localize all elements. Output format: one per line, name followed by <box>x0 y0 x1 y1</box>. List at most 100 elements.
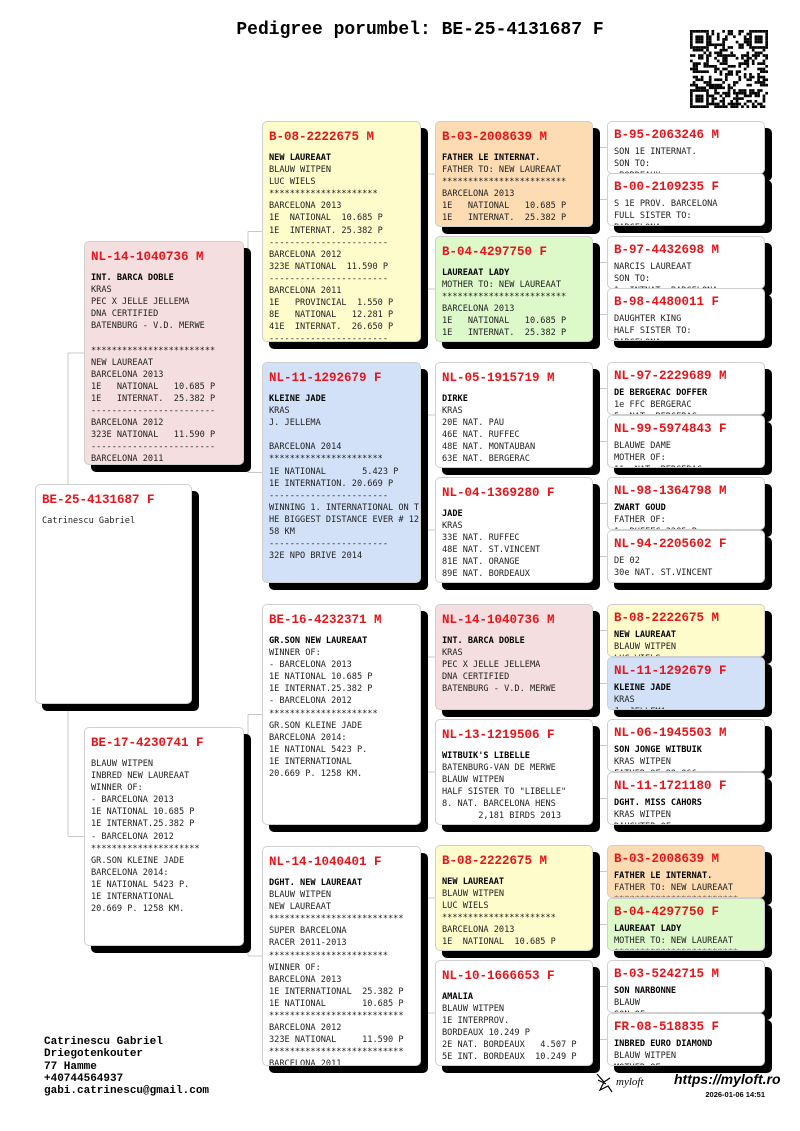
pigeon-info-line: BARCELONA 2012 <box>269 1023 342 1034</box>
pigeon-info-line: 323E NATIONAL 11.590 P <box>91 430 216 441</box>
pigeon-card[interactable]: NL-10-1666653 F AMALIA BLAUW WITPEN 1E INTE… <box>435 960 593 1066</box>
pigeon-info-line: 30e NAT. ST.VINCENT <box>614 568 713 579</box>
owner-city: 77 Hamme <box>44 1060 97 1073</box>
pigeon-card[interactable]: B-00-2109235 F S 1E PROV. BARCELONA FULL S… <box>607 173 765 226</box>
pigeon-card[interactable]: NL-13-1219506 F WITBUIK'S LIBELLE BATENBUR… <box>435 719 593 825</box>
pigeon-card[interactable]: B-08-2222675 M NEW LAUREAAT BLAUW WITPENLU… <box>607 604 765 657</box>
pigeon-info-line <box>269 429 420 441</box>
pigeon-info-line: LUC WIELS <box>442 901 489 912</box>
pigeon-card[interactable]: BE-17-4230741 F BLAUW WITPEN INBRED NEW LA… <box>84 727 244 946</box>
ring-number: B-95-2063246 M <box>614 128 720 142</box>
pigeon-info-line: BATENBURG-VAN DE MERWE <box>442 763 556 774</box>
pigeon-info-line: GR.SON KLEINE JADE <box>91 855 185 866</box>
subject-card[interactable]: BE-25-4131687 F Catrinescu Gabriel <box>35 484 192 704</box>
pigeon-info-line: 1E INTERNAT. 25.382 P <box>91 393 216 404</box>
pigeon-name: SON NARBONNE <box>614 986 677 996</box>
pigeon-info-line: ************************** <box>269 1047 404 1058</box>
pigeon-card[interactable]: B-95-2063246 M SON 1E INTERNAT. SON TO:-BO… <box>607 121 765 174</box>
pigeon-info-line: NEW LAUREAAT <box>269 902 332 913</box>
pigeon-info-line: - BARCELONA 2013 <box>269 660 352 671</box>
website-link[interactable]: https://myloft.ro <box>674 1071 781 1087</box>
ring-number: NL-10-1666653 F <box>442 969 555 983</box>
pigeon-info-line: 1e RUFFEC 3285 P <box>614 526 764 529</box>
pigeon-info-line: BARCELONA 2014: <box>269 732 347 743</box>
ring-number: B-03-2008639 M <box>442 130 548 144</box>
pigeon-card[interactable]: NL-04-1369280 F JADE KRAS 33E NAT. RUFFEC 48… <box>435 477 593 583</box>
pigeon-name: DGHT. NEW LAUREAAT <box>269 878 363 888</box>
pigeon-info-line: RACER 2011-2013 <box>269 938 347 949</box>
pigeon-card[interactable]: B-97-4432698 M NARCIS LAUREAAT SON TO:1e I… <box>607 236 765 289</box>
pigeon-info-line: J. JELLEMA <box>614 706 764 709</box>
pigeon-info-line: 1E INTERNATIONAL <box>269 756 352 767</box>
pigeon-card[interactable]: B-03-2008639 M FATHER LE INTERNAT. FATHER … <box>607 845 765 898</box>
pigeon-card[interactable]: NL-99-5974843 F BLAUWE DAME MOTHER OF:11e … <box>607 415 765 468</box>
pigeon-card[interactable]: NL-06-1945503 M SON JONGE WITBUIK KRAS WIT… <box>607 719 765 772</box>
pigeon-card[interactable]: NL-14-1040736 M INT. BARCA DOBLE KRAS PEC X… <box>84 241 244 465</box>
pigeon-card[interactable]: FR-08-518835 F INBRED EURO DIAMOND BLAUW W… <box>607 1013 765 1066</box>
pigeon-info-line: 33E NAT. RUFFEC <box>442 533 520 544</box>
pigeon-card[interactable]: NL-94-2205602 F DE 02 30e NAT. ST.VINCENT <box>607 530 765 583</box>
pigeon-info-line: 1E PROVINCIAL 1.550 P <box>269 298 394 309</box>
ring-number: NL-94-2205602 F <box>614 537 727 551</box>
pigeon-info-line: 1E NATIONAL 5423 P. <box>91 879 190 890</box>
pigeon-info-line: BLAUW WITPEN <box>442 889 505 900</box>
owner-email[interactable]: gabi.catrinescu@gmail.com <box>44 1085 210 1098</box>
pigeon-info-line: 1E NATIONAL 10.685 P <box>91 381 216 392</box>
pigeon-info-line: SON TO: <box>614 159 651 170</box>
pigeon-info-line: KRAS <box>442 406 463 417</box>
pigeon-info-line: BLAUWE DAME <box>614 441 671 451</box>
pigeon-card[interactable]: B-03-2008639 M FATHER LE INTERNAT. FATHER … <box>435 121 593 227</box>
pigeon-info-line: FATHER TO: NEW LAUREAAT <box>614 883 733 894</box>
pigeon-info-line: *********************** <box>269 950 388 961</box>
page-title: Pedigree porumbel: BE-25-4131687 F <box>236 20 604 40</box>
pigeon-name: NEW LAUREAAT <box>269 153 332 163</box>
ring-number: NL-04-1369280 F <box>442 486 555 500</box>
ring-number: BE-17-4230741 F <box>91 736 204 750</box>
pigeon-card[interactable]: B-03-5242715 M SON NARBONNE BLAUWSON OF: <box>607 960 765 1013</box>
ring-number: B-03-2008639 M <box>614 852 720 866</box>
pigeon-info-line: PEC X JELLE JELLEMA <box>91 297 190 308</box>
owner-street: Driegotenkouter <box>44 1048 144 1061</box>
pigeon-info-line: BARCELONA 2013 <box>269 974 342 985</box>
pigeon-info-line: ************************** <box>269 1011 404 1022</box>
pigeon-info-line: WINNER OF: <box>269 962 321 973</box>
pigeon-info-line: LUC WIELS <box>269 177 316 188</box>
pigeon-info-line: 20.669 P. 1258 KM. <box>269 769 363 780</box>
pigeon-info-line: BARCELONA 2012 <box>269 249 342 260</box>
pigeon-info-line: PEC X JELLE JELLEMA <box>442 660 541 671</box>
pigeon-info-line: BARCELONA 2014 <box>269 442 342 453</box>
ring-number: BE-25-4131687 F <box>42 493 155 507</box>
pigeon-name: DE BERGERAC DOFFER <box>614 388 708 398</box>
pigeon-card[interactable]: NL-14-1040401 F DGHT. NEW LAUREAAT BLAUW W… <box>262 846 421 1066</box>
pigeon-info-line: ----------------------- <box>269 539 388 550</box>
pigeon-info-line: 1E NATIONAL 10.685 P <box>442 937 556 948</box>
pigeon-info-line: WINNER OF: <box>91 783 143 794</box>
pigeon-card[interactable]: NL-11-1292679 F KLEINE JADE KRAS J. JELLEMA… <box>262 362 421 583</box>
pigeon-card[interactable]: NL-98-1364798 M ZWART GOUD FATHER OF:1e RU… <box>607 477 765 530</box>
pigeon-card[interactable]: NL-14-1040736 M INT. BARCA DOBLE KRAS PEC X… <box>435 604 593 710</box>
pigeon-info-line: BLAUW WITPEN <box>269 165 332 176</box>
pigeon-info-line: 8. NAT. BARCELONA HENS <box>442 799 556 810</box>
ring-number: NL-11-1292679 F <box>269 371 382 385</box>
ring-number: B-04-4297750 F <box>614 905 720 919</box>
pigeon-info-line: BARCELONA 2011 <box>269 286 342 297</box>
pigeon-card[interactable]: B-04-4297750 F LAUREAAT LADY MOTHER TO: NE… <box>435 236 593 342</box>
pigeon-card[interactable]: NL-05-1915719 M DIRKE KRAS 20E NAT. PAU 46E … <box>435 362 593 468</box>
pigeon-card[interactable]: BE-16-4232371 M GR.SON NEW LAUREAAT WINNER… <box>262 604 421 825</box>
pigeon-info-line: 1E NATIONAL 10.685 P <box>91 807 195 818</box>
pigeon-card[interactable]: NL-11-1721180 F DGHT. MISS CAHORS KRAS WIT… <box>607 772 765 825</box>
pigeon-card[interactable]: B-04-4297750 F LAUREAAT LADY MOTHER TO: NE… <box>607 898 765 951</box>
pigeon-card[interactable]: B-98-4480011 F DAUGHTER KING HALF SISTER T… <box>607 288 765 341</box>
pigeon-info-line: ********************** <box>269 454 383 465</box>
pigeon-name: DIRKE <box>442 394 468 404</box>
pigeon-info-line: BARCELONA 2013 <box>442 304 515 315</box>
pigeon-info-line: 48E NAT. ST.VINCENT <box>442 545 541 556</box>
pigeon-card[interactable]: NL-97-2229689 M DE BERGERAC DOFFER 1e FFC … <box>607 362 765 415</box>
pigeon-name: NEW LAUREAAT <box>442 877 505 887</box>
pigeon-info-line: DNA CERTIFIED <box>442 672 510 683</box>
pigeon-info-line: 1E INTERNAT. 25.382 P <box>442 949 592 951</box>
pigeon-info-line: BATENBURG - V.D. MERWE <box>442 684 556 695</box>
